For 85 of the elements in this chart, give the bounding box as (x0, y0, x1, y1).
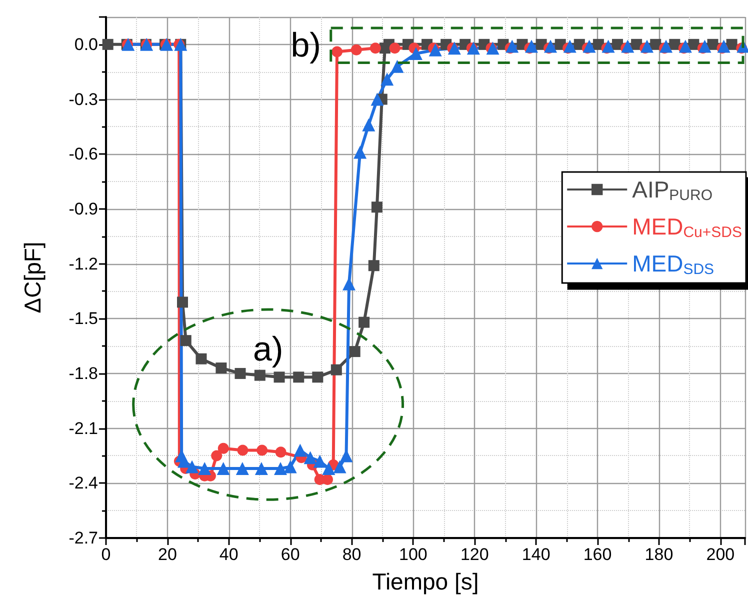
point (322, 474, 333, 485)
y-tick-label: -0.3 (68, 90, 98, 109)
point (330, 364, 342, 376)
point (254, 370, 266, 381)
point (274, 372, 285, 383)
point (284, 460, 297, 474)
point (211, 450, 222, 462)
x-tick-label: 120 (460, 545, 489, 564)
y-tick-label: -1.8 (68, 364, 98, 383)
y-tick-label: 0.0 (74, 34, 98, 54)
point (621, 40, 634, 53)
point (602, 40, 615, 53)
point (389, 42, 400, 54)
point (234, 368, 246, 379)
x-tick-label: 40 (219, 545, 238, 564)
point (216, 462, 230, 476)
point (354, 146, 367, 159)
point (102, 38, 114, 50)
point (370, 92, 384, 106)
point (332, 46, 343, 58)
point (544, 40, 558, 53)
point (322, 462, 336, 476)
point (216, 362, 227, 374)
point (678, 40, 692, 53)
point (717, 40, 730, 53)
y-tick-label: -2.1 (68, 418, 98, 438)
y-tick-label: -0.6 (68, 144, 98, 164)
point (304, 451, 317, 464)
point (313, 454, 326, 468)
point (370, 42, 381, 54)
y-tick-label: -0.9 (68, 199, 98, 218)
point (350, 44, 362, 56)
point (236, 462, 249, 476)
point (256, 444, 268, 456)
point (198, 462, 212, 476)
point (380, 72, 394, 86)
point (362, 118, 376, 132)
point (660, 40, 673, 53)
x-tick-label: 20 (158, 545, 177, 564)
annotation: b) (290, 26, 321, 64)
x-tick-label: 80 (342, 545, 362, 564)
point (176, 296, 188, 308)
point (506, 40, 519, 53)
point (486, 42, 500, 55)
point (640, 40, 654, 53)
point (180, 335, 192, 346)
point (524, 40, 538, 53)
point (186, 460, 199, 474)
x-axis-title: Tiempo [s] (372, 568, 479, 594)
y-tick-label: -1.2 (68, 254, 98, 274)
point (390, 60, 404, 73)
x-tick-label: 0 (101, 545, 111, 564)
y-axis-title: ΔC[pF] (20, 242, 46, 314)
point (371, 202, 382, 213)
point (563, 40, 576, 53)
y-tick-label: -2.4 (68, 474, 98, 493)
point (196, 353, 207, 364)
x-tick-label: 180 (644, 545, 674, 564)
x-tick-label: 60 (280, 545, 300, 564)
point (237, 444, 248, 456)
point (428, 43, 442, 56)
point (698, 40, 712, 53)
point (293, 372, 304, 383)
x-tick-label: 100 (399, 545, 428, 564)
point (448, 42, 461, 55)
y-tick-label: -1.5 (68, 309, 98, 328)
point (333, 460, 346, 474)
point (178, 454, 191, 468)
point (312, 372, 324, 383)
point (274, 462, 287, 476)
point (466, 42, 480, 55)
annotation: a) (252, 330, 284, 368)
x-tick-label: 200 (706, 545, 735, 564)
point (582, 40, 596, 53)
x-tick-label: 160 (583, 545, 612, 564)
point (409, 47, 422, 60)
point (349, 346, 360, 358)
point (368, 260, 380, 272)
point (294, 444, 307, 457)
point (218, 442, 229, 454)
y-tick-label: -2.7 (68, 528, 98, 548)
point (358, 316, 370, 328)
x-tick-label: 140 (522, 545, 550, 564)
point (254, 462, 268, 476)
point (275, 446, 286, 458)
